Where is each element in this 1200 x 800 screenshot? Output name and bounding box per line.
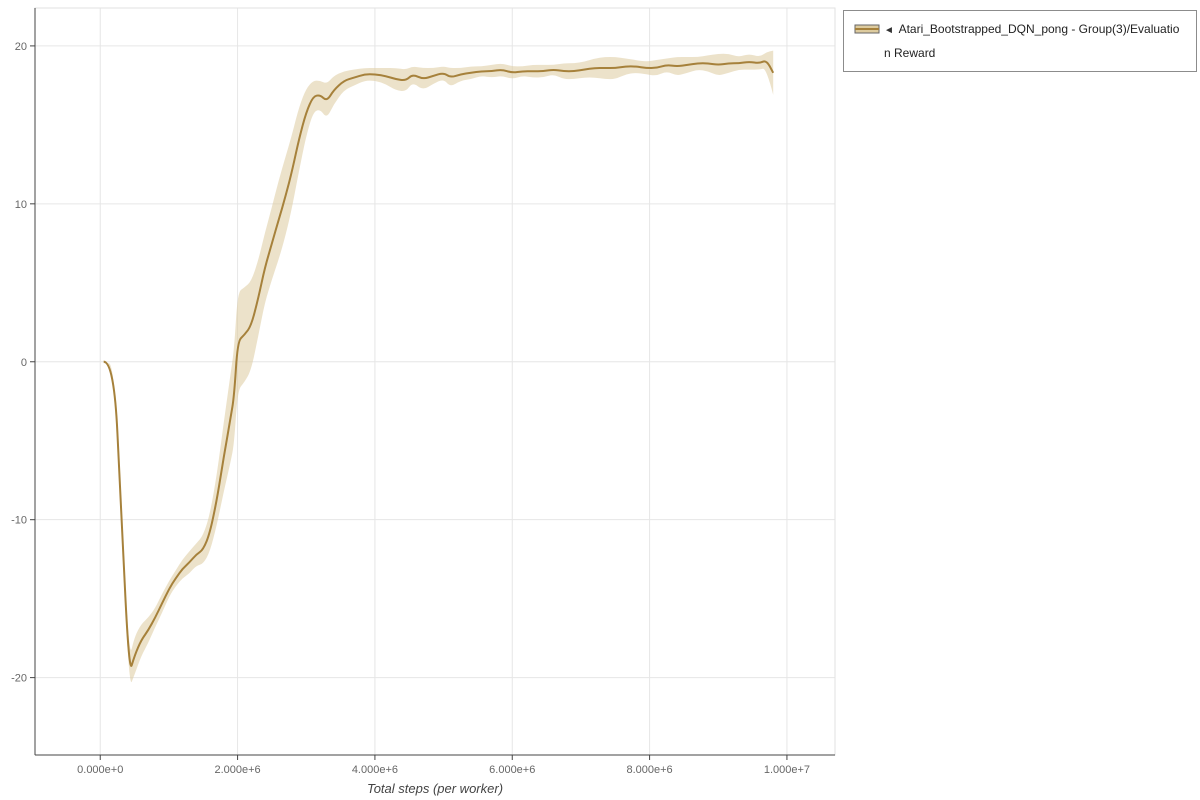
y-tick-label: -10	[11, 515, 27, 527]
y-tick-label: 0	[21, 357, 27, 369]
x-tick-label: 2.000e+6	[214, 764, 260, 776]
legend-series-swatch-icon	[854, 24, 880, 34]
legend[interactable]: ◄ Atari_Bootstrapped_DQN_pong - Group(3)…	[843, 10, 1197, 72]
legend-series-label: Atari_Bootstrapped_DQN_pong - Group(3)/E…	[884, 22, 1180, 60]
x-tick-label: 0.000e+0	[77, 764, 123, 776]
mean-reward-line	[103, 60, 775, 667]
y-tick-label: 10	[15, 199, 27, 211]
y-tick-label: 20	[15, 41, 27, 53]
x-tick-label: 6.000e+6	[489, 764, 535, 776]
legend-collapse-icon[interactable]: ◄	[884, 25, 894, 36]
axes: 0.000e+0 2.000e+6 4.000e+6 6.000e+6 8.000e+6…	[11, 8, 835, 776]
confidence-band	[103, 50, 774, 683]
x-axis-title: Total steps (per worker)	[366, 781, 504, 796]
gridlines	[35, 8, 835, 755]
x-tick-label: 8.000e+6	[626, 764, 672, 776]
legend-entry[interactable]: ◄ Atari_Bootstrapped_DQN_pong - Group(3)…	[884, 18, 1186, 64]
plot-border	[34, 7, 836, 756]
x-tick-label: 4.000e+6	[352, 764, 398, 776]
x-tick-label: 1.000e+7	[764, 764, 810, 776]
y-tick-label: -20	[11, 673, 27, 685]
